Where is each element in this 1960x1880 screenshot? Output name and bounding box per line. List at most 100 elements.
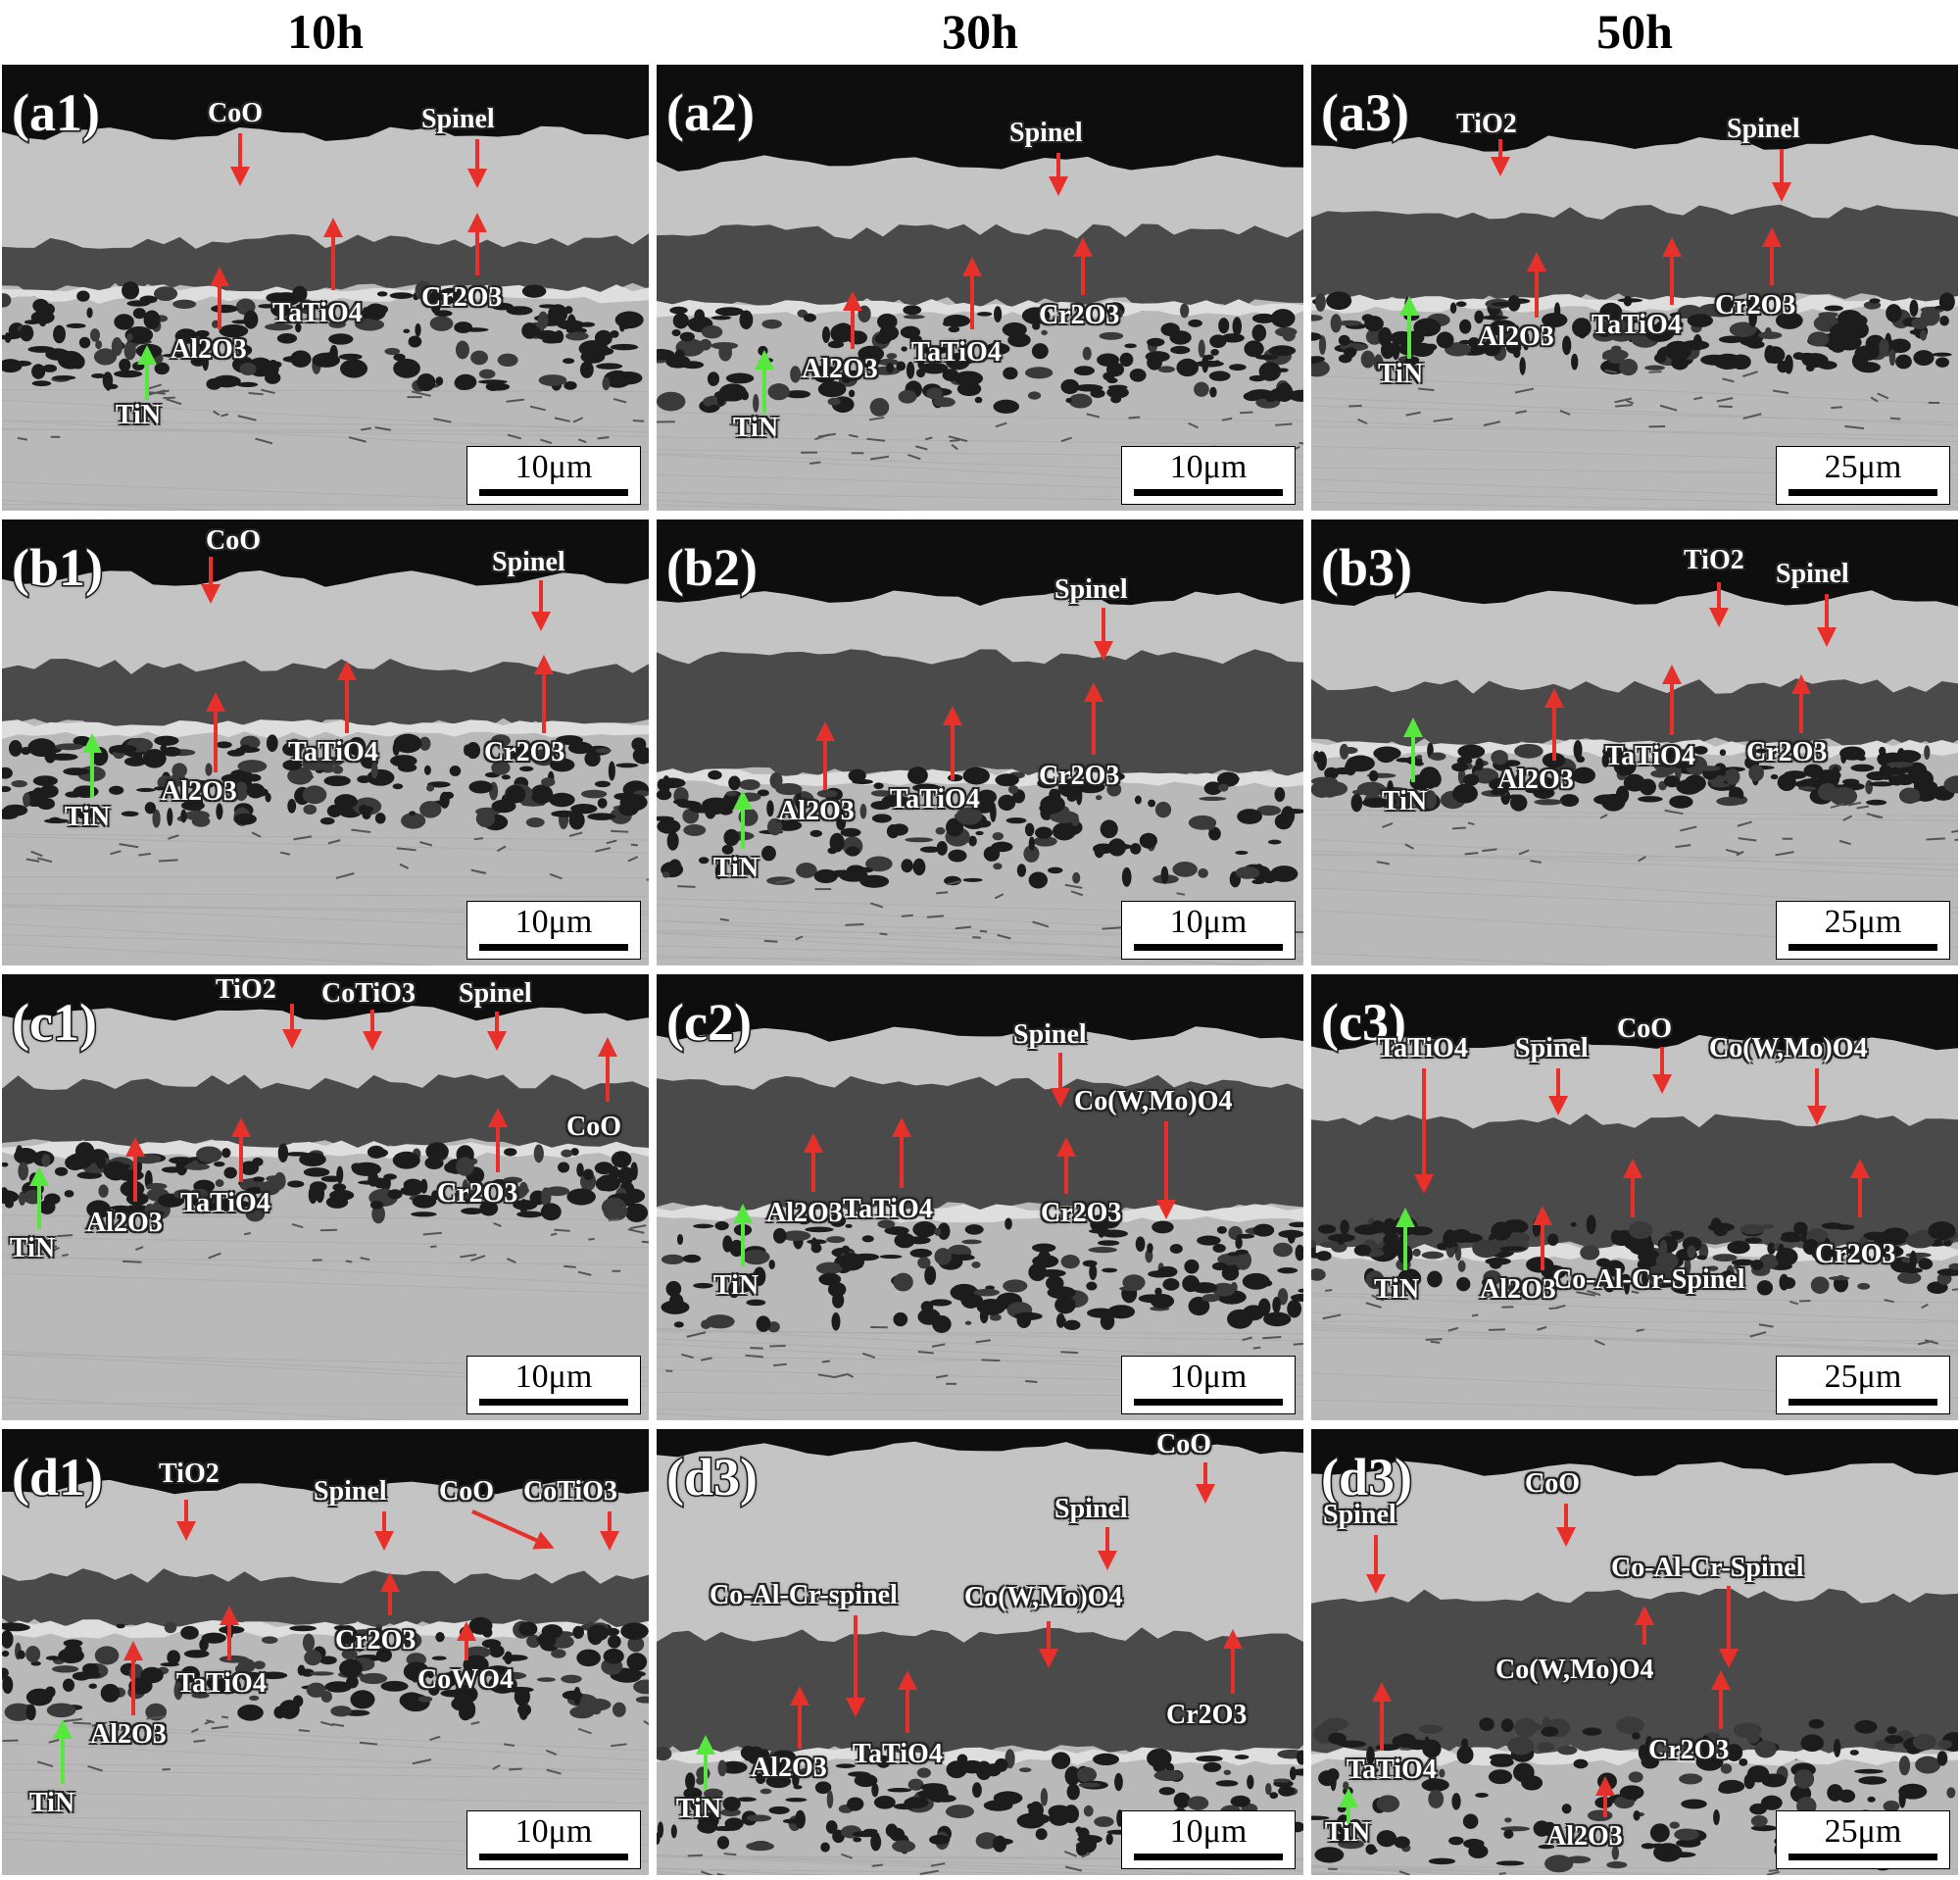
tin-needle [470, 1720, 480, 1725]
phase-label: Al2O3 [171, 334, 247, 365]
oxide-particle [1479, 1717, 1494, 1732]
oxide-particle [1548, 1268, 1565, 1278]
oxide-particle [1571, 353, 1579, 371]
oxide-particle [411, 1212, 437, 1217]
oxide-particle [1886, 1726, 1897, 1735]
interface-bright-line [657, 299, 1303, 319]
oxide-particle [845, 1223, 853, 1228]
oxide-particle [587, 813, 616, 820]
oxide-particle [1365, 1767, 1379, 1773]
oxide-particle [1459, 319, 1472, 334]
mounting-resin [2, 519, 649, 587]
oxide-particle [827, 397, 841, 406]
oxide-particle [93, 348, 118, 366]
oxide-particle [1031, 343, 1049, 360]
oxide-particle [708, 769, 722, 780]
oxide-particle [338, 353, 363, 361]
oxide-particle [1475, 758, 1484, 771]
tin-needle [361, 426, 371, 431]
tin-needle [1884, 1299, 1894, 1304]
phase-label: Spinel [492, 547, 565, 577]
oxide-particle [582, 1168, 594, 1181]
oxide-particle [1208, 371, 1231, 381]
tin-needle [1298, 441, 1303, 445]
oxide-particle [234, 781, 249, 802]
oxide-particle [1145, 351, 1170, 363]
oxide-particle [1326, 291, 1352, 311]
tin-needle [291, 1222, 304, 1229]
polishing-scratch [657, 1327, 1303, 1361]
oxide-particle [1939, 315, 1949, 326]
oxide-particle [903, 315, 925, 320]
scale-bar-label: 25μm [1824, 904, 1902, 940]
oxide-particle [974, 396, 983, 404]
oxide-particle [237, 344, 253, 356]
micrograph-panel-d1: (d1) TiO2 Spinel CoO CoTiO3 Cr2O3 CoWO4 TaTiO4 A… [2, 1429, 649, 1875]
tin-needle [433, 418, 452, 423]
oxide-particle [1866, 799, 1887, 806]
oxide-particle [41, 1154, 51, 1167]
oxide-particle [1232, 317, 1243, 336]
polishing-scratch [1311, 1329, 1958, 1353]
scale-bar-line [1134, 944, 1283, 951]
oxide-particle [98, 1184, 109, 1198]
tin-needle [1749, 1331, 1767, 1338]
oxide-particle [690, 1797, 701, 1811]
oxide-particle [1311, 1253, 1323, 1259]
oxide-particle [537, 1677, 556, 1682]
oxide-particle [526, 1634, 541, 1649]
tin-needle [374, 426, 392, 431]
oxide-particle [1882, 752, 1905, 765]
oxide-particle [1573, 1758, 1589, 1769]
oxide-particle [192, 344, 201, 357]
oxide-particle [886, 353, 898, 360]
tin-needle [630, 843, 638, 847]
scale-bar-label: 10μm [514, 1813, 593, 1850]
oxide-particle [1458, 339, 1473, 345]
oxide-particle [898, 389, 917, 404]
dark-oxide-layer [1311, 204, 1958, 308]
tin-needle [1482, 1293, 1494, 1301]
oxide-particle [497, 353, 518, 368]
phase-label: Cr2O3 [484, 737, 565, 767]
oxide-particle [703, 1788, 723, 1800]
oxide-particle [54, 1166, 69, 1176]
oxide-particle [1802, 1789, 1810, 1797]
oxide-particle [1807, 331, 1830, 347]
oxide-particle [1897, 1271, 1922, 1284]
oxide-particle [287, 767, 314, 785]
tin-needle [1382, 821, 1394, 828]
oxide-particle [162, 746, 181, 757]
oxide-particle [1474, 310, 1485, 324]
oxide-particle [379, 1177, 387, 1190]
phase-label: Cr2O3 [1039, 300, 1120, 330]
tin-needle [221, 1715, 229, 1719]
oxide-particle [956, 381, 982, 397]
oxide-particle [1005, 816, 1027, 824]
oxide-particle [1048, 1805, 1071, 1819]
oxide-particle [1672, 1273, 1700, 1278]
oxide-particle [76, 1171, 103, 1179]
scale-bar: 25μm [1776, 901, 1950, 960]
phase-label: CoO [1156, 1429, 1211, 1459]
tin-needle [1032, 920, 1050, 928]
tin-needle [866, 437, 886, 442]
oxide-particle [901, 346, 907, 352]
oxide-particle [1482, 339, 1501, 357]
oxide-particle [785, 1798, 808, 1803]
mounting-resin [657, 65, 1303, 172]
dark-oxide-layer [657, 1074, 1303, 1217]
tin-needle [1430, 1340, 1441, 1344]
polishing-scratch [1311, 952, 1615, 965]
oxide-particle [383, 1173, 397, 1180]
oxide-particle [845, 370, 862, 381]
oxide-particle [662, 819, 678, 832]
oxide-particle [144, 1203, 157, 1219]
scale-bar-label: 10μm [514, 904, 593, 940]
scale-bar-line [479, 1854, 628, 1860]
oxide-particle [1858, 1776, 1887, 1785]
oxide-particle [567, 741, 593, 755]
polishing-scratch [1311, 1865, 1591, 1875]
oxide-particle [929, 1299, 953, 1307]
oxide-particle [2, 1675, 14, 1695]
